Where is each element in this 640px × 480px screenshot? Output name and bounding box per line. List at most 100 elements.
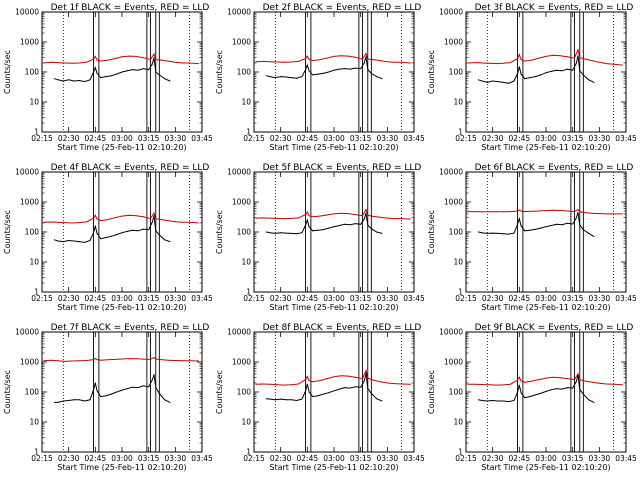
events-point: [365, 56, 367, 58]
x-tick-label: 02:15: [31, 454, 53, 463]
lld-point: [347, 375, 349, 377]
events-point: [132, 69, 134, 71]
x-tick-label: 03:45: [191, 294, 213, 303]
events-point: [53, 239, 55, 241]
lld-series-line: [43, 357, 199, 362]
plot-frame: [465, 171, 627, 293]
events-point: [520, 392, 522, 394]
events-point: [137, 69, 139, 71]
events-point: [296, 77, 298, 79]
y-tick-label: 10000: [227, 328, 251, 337]
events-point: [344, 387, 346, 389]
events-point: [317, 229, 319, 231]
x-tick-label: 03:15: [138, 294, 160, 303]
x-tick-label: 03:15: [562, 454, 584, 463]
lld-point: [290, 384, 292, 386]
events-point: [513, 232, 515, 234]
y-tick-label: 10000: [15, 168, 39, 177]
lld-point: [262, 383, 264, 385]
lld-point: [107, 219, 109, 221]
events-point: [306, 64, 308, 66]
lld-point: [552, 376, 554, 378]
y-axis-label: Counts/sec: [427, 370, 436, 414]
events-point: [376, 398, 378, 400]
x-tick-label: 03:15: [562, 294, 584, 303]
y-tick-label: 10: [453, 98, 463, 107]
lld-point: [467, 383, 469, 385]
lld-point: [308, 380, 310, 382]
events-point: [93, 232, 95, 234]
x-tick-label: 02:15: [243, 454, 265, 463]
lld-point: [409, 383, 411, 385]
lld-point: [474, 211, 476, 213]
events-point: [518, 66, 520, 68]
events-point: [110, 393, 112, 395]
lld-point: [488, 62, 490, 64]
x-tick-label: 02:15: [243, 134, 265, 143]
lld-series-line: [467, 48, 623, 66]
events-point: [328, 227, 330, 229]
panel-5: Det 5f BLACK = Events, RED = LLD 1 10 100 10…: [215, 163, 425, 312]
events-series-line: [266, 56, 383, 80]
lld-point: [93, 58, 95, 60]
lld-point: [518, 54, 520, 56]
lld-point: [361, 215, 363, 217]
lld-point: [181, 360, 183, 362]
lld-point: [495, 63, 497, 65]
events-point: [290, 232, 292, 234]
events-point: [572, 223, 574, 225]
events-point: [513, 80, 515, 82]
lld-point: [481, 384, 483, 385]
events-point: [534, 228, 536, 230]
x-tick-label: 03:30: [589, 294, 611, 303]
lld-point: [502, 62, 504, 64]
lld-point: [573, 379, 575, 381]
lld-point: [379, 381, 381, 383]
x-tick-label: 03:00: [111, 134, 133, 143]
events-point: [116, 73, 118, 75]
lld-point: [517, 58, 519, 60]
x-tick-label: 03:45: [615, 134, 637, 143]
y-tick-label: 10000: [439, 328, 463, 337]
lld-point: [197, 63, 199, 65]
lld-point: [276, 61, 278, 63]
lld-point: [71, 222, 73, 224]
y-tick-label: 1000: [444, 38, 463, 47]
events-point: [370, 392, 372, 394]
events-point: [497, 400, 499, 402]
events-point: [151, 221, 153, 223]
lld-point: [481, 211, 483, 213]
events-point: [301, 398, 303, 400]
events-point: [57, 79, 59, 81]
events-point: [312, 396, 314, 398]
events-point: [561, 70, 563, 72]
lld-point: [409, 218, 411, 220]
events-point: [492, 232, 494, 234]
lld-point: [153, 212, 155, 214]
lld-point: [121, 56, 123, 58]
lld-point: [518, 376, 520, 378]
lld-point: [340, 375, 342, 377]
lld-series-line: [467, 208, 623, 215]
events-point: [579, 224, 581, 226]
x-tick-label: 02:30: [58, 294, 80, 303]
x-tick-label: 03:00: [323, 454, 345, 463]
x-tick-label: 03:30: [377, 134, 399, 143]
events-point: [153, 374, 155, 376]
lld-point: [333, 55, 335, 57]
x-tick-label: 03:45: [615, 294, 637, 303]
lld-point: [57, 360, 59, 362]
lld-point: [598, 61, 600, 63]
events-point: [338, 68, 340, 70]
events-point: [344, 68, 346, 70]
events-point: [367, 69, 369, 71]
lld-point: [517, 379, 519, 381]
events-point: [158, 74, 160, 76]
lld-point: [167, 220, 169, 222]
events-point: [100, 396, 102, 398]
events-point: [121, 232, 123, 234]
lld-point: [153, 53, 155, 55]
events-point: [333, 69, 335, 71]
events-point: [575, 217, 577, 219]
x-tick-label: 03:45: [191, 134, 213, 143]
